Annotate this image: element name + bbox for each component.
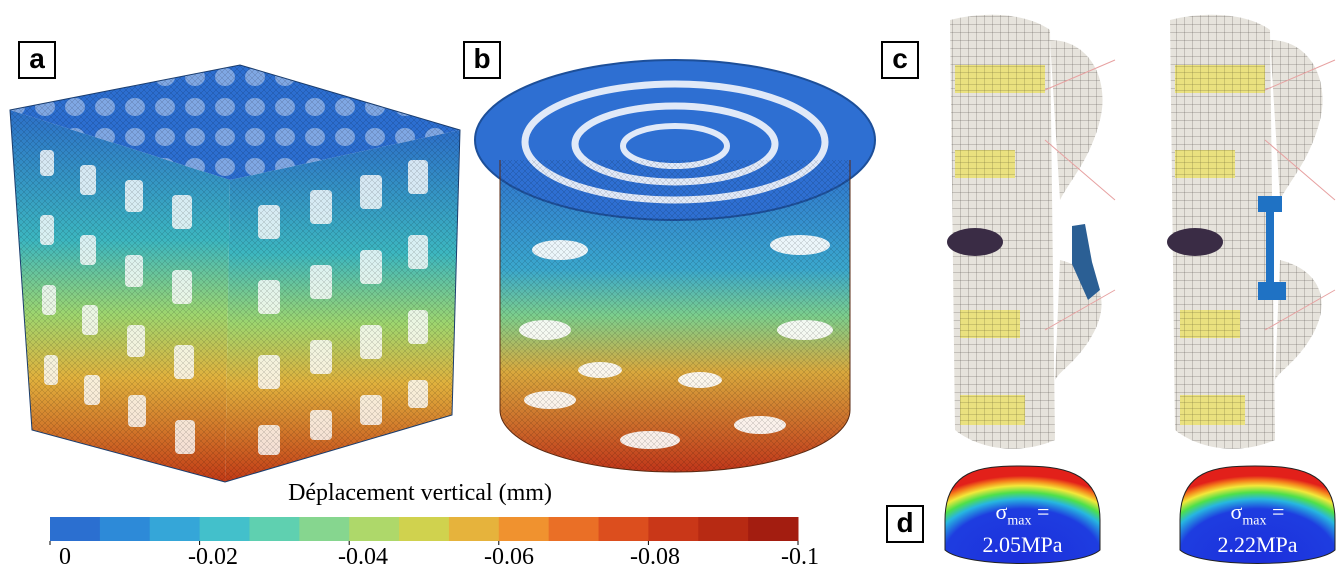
colorbar-cell xyxy=(648,517,699,541)
stress-map-right xyxy=(1179,465,1336,564)
colorbar-cell xyxy=(99,517,151,541)
stress-map-left xyxy=(944,465,1101,564)
spine-model-right xyxy=(1167,14,1336,449)
lattice-cylinder-model xyxy=(474,59,876,473)
stress-label-right: σmax = 2.22MPa xyxy=(1200,500,1315,557)
colorbar xyxy=(50,517,799,541)
colorbar-cell xyxy=(199,517,250,541)
stress-equals: = xyxy=(1272,499,1285,524)
colorbar-ticks xyxy=(49,541,799,545)
colorbar-cell xyxy=(399,517,450,541)
colorbar-cell xyxy=(149,517,201,541)
colorbar-cell xyxy=(349,517,400,541)
panel-label-d: d xyxy=(886,505,924,543)
stress-symbol: σ xyxy=(995,499,1008,524)
colorbar-cell xyxy=(299,517,350,541)
stress-value: 2.22MPa xyxy=(1217,532,1298,558)
colorbar-cell xyxy=(498,517,550,541)
colorbar-tick-label: -0.1 xyxy=(781,544,819,570)
implant-left xyxy=(1072,224,1100,300)
stress-symbol: σ xyxy=(1230,499,1243,524)
lattice-cube-model xyxy=(9,64,461,483)
stress-subscript: max xyxy=(1242,513,1267,529)
colorbar-cell xyxy=(448,517,500,541)
panel-label-b: b xyxy=(463,41,501,79)
colorbar-tick-label: -0.06 xyxy=(484,544,534,570)
panel-label-c: c xyxy=(881,41,919,79)
colorbar-cell xyxy=(698,517,749,541)
stress-value: 2.05MPa xyxy=(982,532,1063,558)
spine-model-left xyxy=(947,14,1116,449)
implant-right xyxy=(1258,196,1286,300)
stress-subscript: max xyxy=(1007,513,1032,529)
colorbar-cell xyxy=(598,517,649,541)
stress-equals: = xyxy=(1037,499,1050,524)
colorbar-cell xyxy=(249,517,300,541)
colorbar-tick-label: 0 xyxy=(59,544,71,570)
panel-label-a: a xyxy=(18,41,56,79)
colorbar-cell xyxy=(548,517,600,541)
colorbar-cell xyxy=(748,517,799,541)
colorbar-tick-label: -0.02 xyxy=(188,544,238,570)
colorbar-tick-label: -0.04 xyxy=(338,544,388,570)
stress-label-left: σmax = 2.05MPa xyxy=(965,500,1080,557)
colorbar-title: Déplacement vertical (mm) xyxy=(288,480,552,506)
colorbar-tick-label: -0.08 xyxy=(630,544,680,570)
colorbar-cell xyxy=(50,517,101,541)
